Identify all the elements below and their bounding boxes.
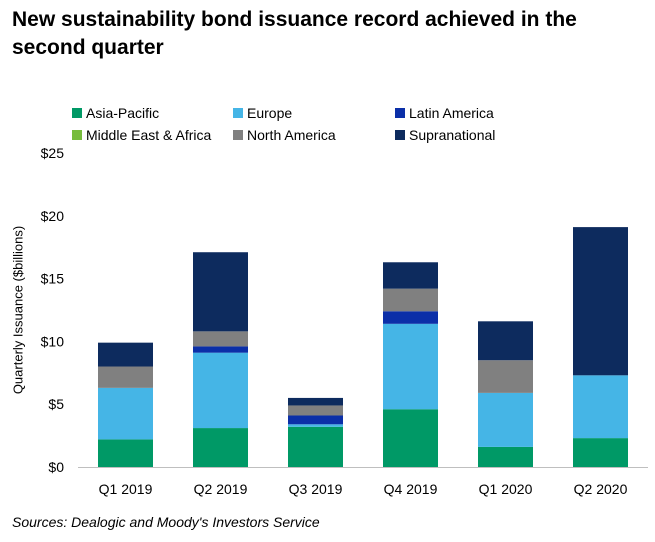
- x-tick-label: Q1 2020: [479, 481, 533, 497]
- bar-segment: [478, 321, 533, 361]
- x-tick-label: Q4 2019: [384, 481, 438, 497]
- bar-segment: [98, 342, 153, 367]
- bar-segment: [573, 227, 628, 376]
- bar-segment: [98, 366, 153, 388]
- bar-segment: [478, 392, 533, 447]
- bar-segment: [383, 323, 438, 410]
- bar-segment: [288, 405, 343, 416]
- bar-segment: [573, 438, 628, 467]
- bar-segment: [193, 331, 248, 347]
- y-tick-label: $15: [41, 271, 65, 287]
- bar-segment: [478, 446, 533, 467]
- bar-segment: [573, 375, 628, 439]
- bar-segment: [193, 252, 248, 332]
- bar-segment: [288, 424, 343, 427]
- x-tick-label: Q3 2019: [289, 481, 343, 497]
- bar-segment: [98, 387, 153, 440]
- y-tick-label: $10: [41, 333, 65, 349]
- y-tick-label: $25: [41, 145, 65, 161]
- x-tick-label: Q1 2019: [99, 481, 153, 497]
- bar-segment: [193, 428, 248, 467]
- x-tick-label: Q2 2020: [574, 481, 628, 497]
- bar-segment: [288, 397, 343, 406]
- chart-title: New sustainability bond issuance record …: [12, 8, 577, 59]
- bar-segment: [478, 360, 533, 393]
- y-tick-label: $20: [41, 208, 65, 224]
- source-note: Sources: Dealogic and Moody's Investors …: [12, 514, 320, 530]
- bar-segment: [98, 439, 153, 467]
- x-tick-label: Q2 2019: [194, 481, 248, 497]
- y-tick-label: $0: [48, 459, 64, 475]
- bar-segment: [383, 262, 438, 289]
- bar-segment: [383, 409, 438, 467]
- bar-segment: [383, 311, 438, 324]
- bar-segment: [288, 426, 343, 467]
- bar-segment: [193, 346, 248, 353]
- y-tick-label: $5: [48, 396, 64, 412]
- bar-segment: [383, 288, 438, 312]
- bar-segment: [193, 352, 248, 429]
- bar-segment: [288, 415, 343, 425]
